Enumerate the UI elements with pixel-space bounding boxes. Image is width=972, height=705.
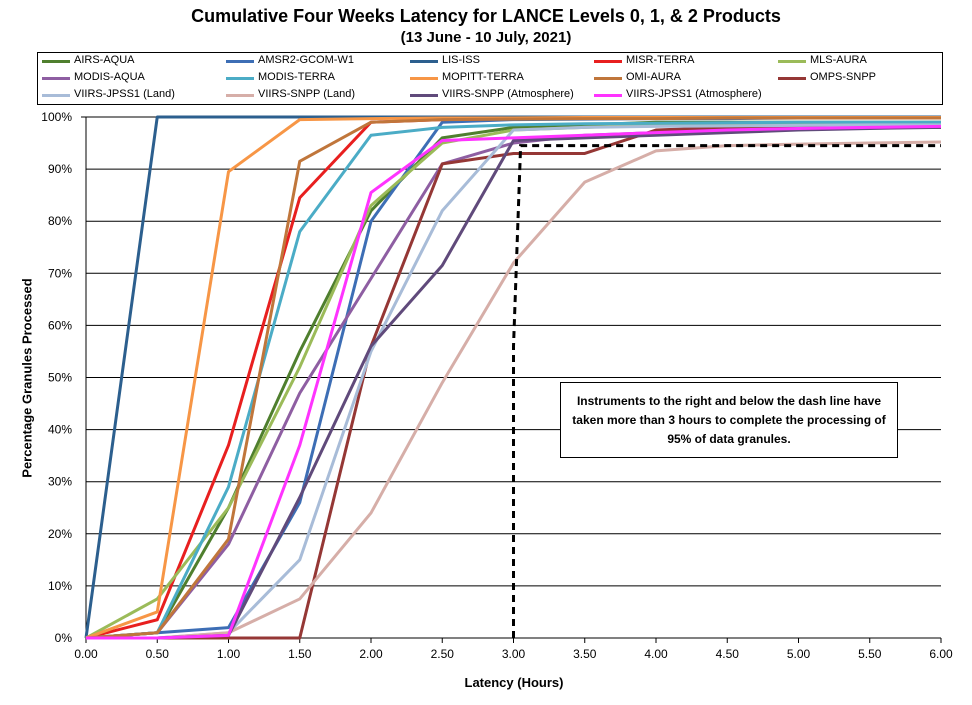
y-tick-label: 10% [48, 579, 72, 593]
x-tick-label: 4.50 [716, 647, 740, 661]
legend-label: MOPITT-TERRA [442, 71, 524, 83]
y-tick-label: 30% [48, 475, 72, 489]
legend-label: AIRS-AQUA [74, 54, 135, 66]
chart-title: Cumulative Four Weeks Latency for LANCE … [191, 6, 781, 26]
legend-swatch [594, 60, 622, 63]
y-tick-label: 40% [48, 423, 72, 437]
annotation-box: Instruments to the right and below the d… [560, 382, 898, 458]
x-tick-label: 2.50 [431, 647, 455, 661]
legend-label: OMI-AURA [626, 71, 681, 83]
legend-swatch [410, 77, 438, 80]
y-tick-label: 70% [48, 266, 72, 280]
series-line-omi-aura [85, 116, 941, 640]
x-tick-label: 0.00 [74, 647, 98, 661]
legend-swatch [778, 60, 806, 63]
legend: AIRS-AQUA AMSR2-GCOM-W1 LIS-ISS MISR-TERRA M… [37, 52, 943, 105]
y-tick-label: 100% [41, 110, 72, 124]
annotation-text: Instruments to the right and below the d… [572, 393, 886, 446]
x-tick-label: 1.00 [217, 647, 241, 661]
legend-swatch [42, 94, 70, 97]
legend-label: MISR-TERRA [626, 54, 695, 66]
legend-swatch [226, 60, 254, 63]
chart-subtitle: (13 June - 10 July, 2021) [400, 29, 572, 46]
x-tick-label: 3.00 [502, 647, 526, 661]
series-line-viirs-jpss1-atmosphere [86, 124, 942, 640]
y-tick-label: 60% [48, 318, 72, 332]
legend-swatch [42, 77, 70, 80]
legend-label: OMPS-SNPP [810, 71, 877, 83]
x-tick-label: 5.50 [858, 647, 882, 661]
x-tick-label: 4.00 [644, 647, 668, 661]
y-axis-label: Percentage Granules Processed [19, 278, 35, 478]
legend-swatch [42, 60, 70, 63]
x-tick-label: 1.50 [288, 647, 312, 661]
y-tick-label: 0% [55, 631, 73, 645]
legend-swatch [594, 77, 622, 80]
legend-label: VIIRS-SNPP (Land) [258, 88, 356, 100]
y-tick-label: 80% [48, 214, 72, 228]
legend-swatch [410, 60, 438, 63]
legend-label: LIS-ISS [442, 54, 480, 66]
legend-label: MODIS-AQUA [74, 71, 145, 83]
x-tick-label: 6.00 [929, 647, 953, 661]
series-line-modis-terra [85, 120, 941, 640]
legend-label: VIIRS-JPSS1 (Atmosphere) [626, 88, 762, 100]
legend-swatch [778, 77, 806, 80]
x-tick-label: 2.00 [359, 647, 383, 661]
y-tick-label: 50% [48, 371, 72, 385]
legend-label: MODIS-TERRA [258, 71, 335, 83]
x-tick-label: 0.50 [146, 647, 170, 661]
legend-swatch [410, 94, 438, 97]
legend-label: AMSR2-GCOM-W1 [258, 54, 354, 66]
legend-swatch [594, 94, 622, 97]
legend-label: MLS-AURA [810, 54, 867, 66]
legend-swatch [226, 94, 254, 97]
legend-swatch [226, 77, 254, 80]
y-tick-label: 20% [48, 527, 72, 541]
legend-label: VIIRS-JPSS1 (Land) [74, 88, 175, 100]
x-axis-label: Latency (Hours) [464, 675, 564, 690]
legend-label: VIIRS-SNPP (Atmosphere) [442, 88, 574, 100]
x-tick-label: 5.00 [787, 647, 811, 661]
x-tick-label: 3.50 [573, 647, 597, 661]
y-tick-label: 90% [48, 162, 72, 176]
threshold-dash-line [512, 144, 941, 638]
